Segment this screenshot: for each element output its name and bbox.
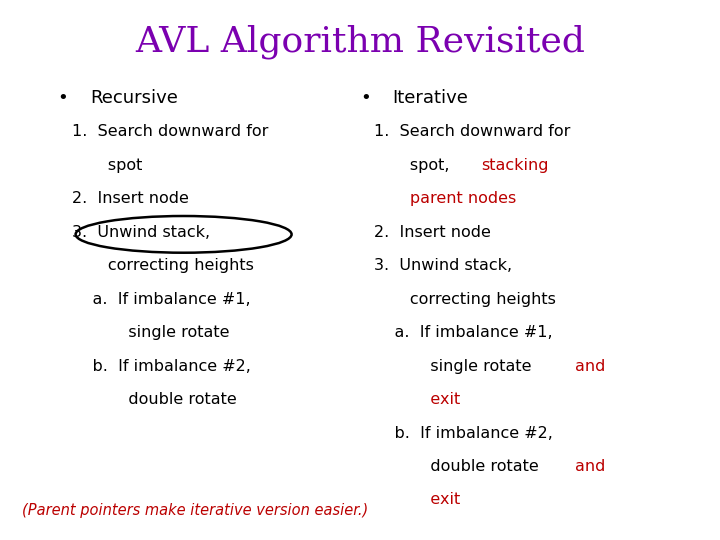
Text: b.  If imbalance #2,: b. If imbalance #2, [374, 426, 553, 441]
Text: 1.  Search downward for: 1. Search downward for [72, 124, 269, 139]
Text: •: • [360, 89, 371, 107]
Text: Iterative: Iterative [392, 89, 468, 107]
Text: double rotate: double rotate [72, 392, 237, 407]
Text: 1.  Search downward for: 1. Search downward for [374, 124, 571, 139]
Text: spot: spot [72, 158, 143, 173]
Text: exit: exit [374, 392, 461, 407]
Text: correcting heights: correcting heights [72, 258, 254, 273]
Text: a.  If imbalance #1,: a. If imbalance #1, [72, 292, 251, 307]
Text: parent nodes: parent nodes [374, 191, 517, 206]
Text: 3.  Unwind stack,: 3. Unwind stack, [72, 225, 210, 240]
Text: single rotate: single rotate [72, 325, 230, 340]
Text: double rotate: double rotate [374, 459, 544, 474]
Text: (Parent pointers make iterative version easier.): (Parent pointers make iterative version … [22, 503, 368, 518]
Text: 3.  Unwind stack,: 3. Unwind stack, [374, 258, 513, 273]
Text: 2.  Insert node: 2. Insert node [374, 225, 491, 240]
Text: exit: exit [374, 492, 461, 508]
Text: stacking: stacking [481, 158, 549, 173]
Text: and: and [575, 459, 605, 474]
Text: spot,: spot, [374, 158, 455, 173]
Text: •: • [58, 89, 68, 107]
Text: and: and [575, 359, 605, 374]
Text: AVL Algorithm Revisited: AVL Algorithm Revisited [135, 24, 585, 59]
Text: correcting heights: correcting heights [374, 292, 557, 307]
Text: b.  If imbalance #2,: b. If imbalance #2, [72, 359, 251, 374]
Text: Recursive: Recursive [90, 89, 178, 107]
Text: a.  If imbalance #1,: a. If imbalance #1, [374, 325, 553, 340]
Text: single rotate: single rotate [374, 359, 537, 374]
Text: 2.  Insert node: 2. Insert node [72, 191, 189, 206]
